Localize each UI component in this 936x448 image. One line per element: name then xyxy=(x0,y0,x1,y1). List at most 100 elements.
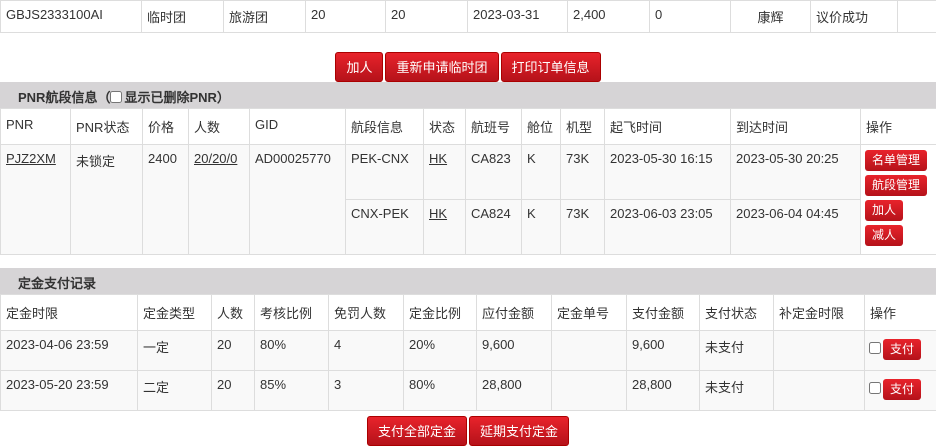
column-header: 考核比例 xyxy=(254,294,329,331)
deposit-section-header: 定金支付记录 xyxy=(0,268,936,294)
deposit-row: 2023-04-06 23:59 一定 20 80% 4 20% 9,600 9,600 未支付… xyxy=(0,330,936,371)
column-header: 定金比例 xyxy=(403,294,477,331)
order-cell: GBJS2333100AI xyxy=(0,0,142,33)
deposit-cell: 未支付 xyxy=(699,330,774,371)
column-header: PNR xyxy=(0,108,71,145)
pnr-gid: AD00025770 xyxy=(249,144,346,255)
deposit-cell: 二定 xyxy=(137,370,212,411)
deposit-select-checkbox[interactable] xyxy=(869,382,881,394)
deposit-cell: 3 xyxy=(328,370,404,411)
segment-manage-button[interactable]: 航段管理 xyxy=(865,175,928,196)
pnr-table: PNR PNR状态 价格 人数 GID 航段信息 状态 航班号 舱位 机型 起飞时间 到达时间 操作 P… xyxy=(0,108,936,255)
print-order-button[interactable]: 打印订单信息 xyxy=(500,52,601,82)
column-header: 价格 xyxy=(142,108,189,145)
deposit-row: 2023-05-20 23:59 二定 20 85% 3 80% 28,800 28,800 未… xyxy=(0,370,936,411)
deposit-select-checkbox[interactable] xyxy=(869,342,881,354)
deposit-header-row: 定金时限 定金类型 人数 考核比例 免罚人数 定金比例 应付金额 定金单号 支付金额 支付状态 补定… xyxy=(0,294,936,331)
segment-status: HK xyxy=(423,144,466,200)
deposit-cell: 20 xyxy=(211,330,255,371)
pay-button[interactable]: 支付 xyxy=(883,379,922,400)
order-cell: 临时团 xyxy=(141,0,224,33)
column-header: 人数 xyxy=(188,108,250,145)
order-cell: 议价成功 xyxy=(810,0,898,33)
column-header: 舱位 xyxy=(521,108,561,145)
order-cell: 康辉 xyxy=(730,0,811,33)
segment-cabin: K xyxy=(521,199,561,255)
add-person-button[interactable]: 加人 xyxy=(335,52,384,82)
pnr-row: PJZ2XM 未锁定 2400 20/20/0 AD00025770 PEK-C… xyxy=(0,144,936,255)
column-header: 支付状态 xyxy=(699,294,774,331)
column-header: 到达时间 xyxy=(730,108,861,145)
deposit-cell: 2023-04-06 23:59 xyxy=(0,330,138,371)
segment-cabin: K xyxy=(521,144,561,200)
deposit-table: 定金时限 定金类型 人数 考核比例 免罚人数 定金比例 应付金额 定金单号 支付金额 支付状态 补定… xyxy=(0,294,936,411)
deposit-cell xyxy=(551,370,627,411)
show-deleted-pnr-checkbox[interactable] xyxy=(110,91,123,103)
deposit-cell: 80% xyxy=(254,330,329,371)
deposit-cell xyxy=(773,370,865,411)
column-header: 定金类型 xyxy=(137,294,212,331)
segment-aircraft: 73K xyxy=(560,199,605,255)
pnr-actions: 名单管理 航段管理 加人 减人 xyxy=(860,144,936,255)
column-header: 补定金时限 xyxy=(773,294,865,331)
show-deleted-pnr-label: 显示已删除PNR xyxy=(124,90,217,105)
order-cell: 2023-03-31 xyxy=(467,0,568,33)
order-row: GBJS2333100AI 临时团 旅游团 20 20 2023-03-31 2… xyxy=(0,0,936,33)
column-header: 状态 xyxy=(423,108,466,145)
column-header: 免罚人数 xyxy=(328,294,404,331)
deposit-actions: 支付 xyxy=(864,370,936,411)
order-cell: 2,400 xyxy=(567,0,650,33)
column-header: 机型 xyxy=(560,108,605,145)
deposit-cell: 未支付 xyxy=(699,370,774,411)
segment-status-link[interactable]: HK xyxy=(429,206,448,221)
deposit-cell: 20% xyxy=(403,330,477,371)
pnr-section-header: PNR航段信息（ 显示已删除PNR） xyxy=(0,82,936,108)
segment-status: HK xyxy=(423,199,466,255)
pnr-add-person-button[interactable]: 加人 xyxy=(865,200,904,221)
segment-status-link[interactable]: HK xyxy=(429,151,448,166)
order-cell: 旅游团 xyxy=(223,0,306,33)
segment-route: CNX-PEK xyxy=(345,199,424,255)
pnr-section-title: PNR航段信息（ xyxy=(18,90,111,105)
passenger-list-button[interactable]: 名单管理 xyxy=(865,150,928,171)
defer-deposit-button[interactable]: 延期支付定金 xyxy=(469,416,570,446)
pnr-people-link[interactable]: 20/20/0 xyxy=(194,151,238,166)
deposit-cell: 20 xyxy=(211,370,255,411)
order-cell: 0 xyxy=(649,0,731,33)
column-header: 应付金额 xyxy=(476,294,552,331)
reapply-temp-group-button[interactable]: 重新申请临时团 xyxy=(385,52,499,82)
order-cell xyxy=(897,0,936,33)
segment-route: PEK-CNX xyxy=(345,144,424,200)
deposit-cell: 9,600 xyxy=(476,330,552,371)
order-cell: 20 xyxy=(385,0,468,33)
column-header: 人数 xyxy=(211,294,255,331)
pnr-remove-person-button[interactable]: 减人 xyxy=(865,225,904,246)
column-header: 定金时限 xyxy=(0,294,138,331)
deposit-cell: 4 xyxy=(328,330,404,371)
segment-departure: 2023-06-03 23:05 xyxy=(604,199,731,255)
order-table: GBJS2333100AI 临时团 旅游团 20 20 2023-03-31 2… xyxy=(0,0,936,33)
deposit-cell xyxy=(773,330,865,371)
deposit-cell: 2023-05-20 23:59 xyxy=(0,370,138,411)
pay-button[interactable]: 支付 xyxy=(883,339,922,360)
column-header: PNR状态 xyxy=(70,108,143,145)
pnr-row: CNX-PEK HK CA824 K 73K 2023-06-03 23:05 … xyxy=(1,199,936,255)
pnr-link[interactable]: PJZ2XM xyxy=(6,151,56,166)
segment-flight: CA823 xyxy=(465,144,522,200)
deposit-cell: 28,800 xyxy=(476,370,552,411)
order-buttons: 加人 重新申请临时团 打印订单信息 xyxy=(0,52,936,82)
column-header: 操作 xyxy=(864,294,936,331)
column-header: 航段信息 xyxy=(345,108,424,145)
column-header: GID xyxy=(249,108,346,145)
pnr-price: 2400 xyxy=(142,144,189,255)
column-header: 支付金额 xyxy=(626,294,700,331)
pnr-header-row: PNR PNR状态 价格 人数 GID 航段信息 状态 航班号 舱位 机型 起飞时间 到达时间 操作 xyxy=(0,108,936,145)
column-header: 操作 xyxy=(860,108,936,145)
deposit-section-title: 定金支付记录 xyxy=(18,276,97,291)
column-header: 航班号 xyxy=(465,108,522,145)
deposit-cell: 9,600 xyxy=(626,330,700,371)
column-header: 定金单号 xyxy=(551,294,627,331)
pnr-section-title-end: ） xyxy=(216,90,230,105)
pay-all-deposit-button[interactable]: 支付全部定金 xyxy=(366,416,467,446)
segment-flight: CA824 xyxy=(465,199,522,255)
